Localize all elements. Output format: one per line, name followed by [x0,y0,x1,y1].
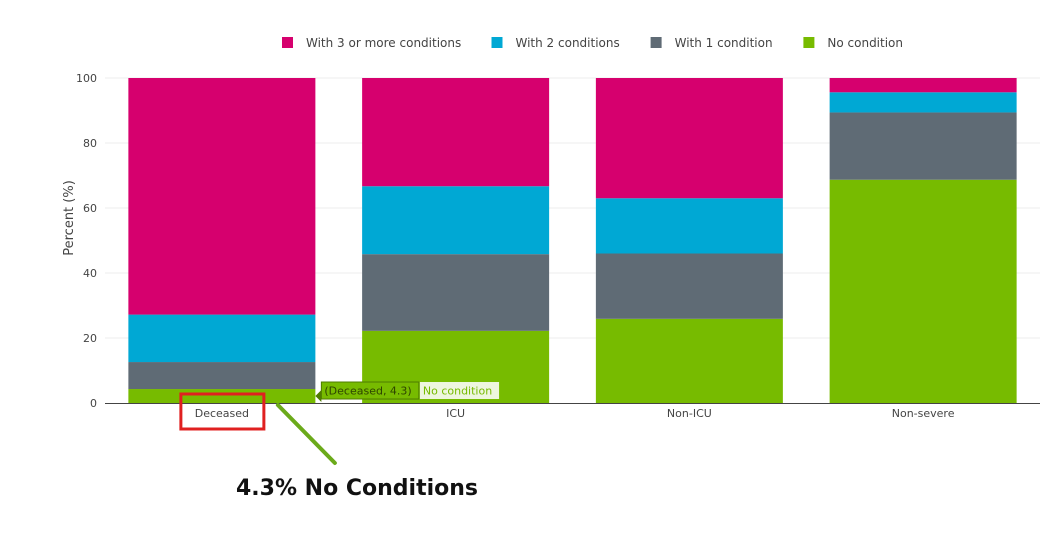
legend-item[interactable]: With 3 or more conditions [282,36,461,50]
bar-non-severe-no-condition[interactable] [829,179,1017,403]
y-tick-label: 40 [83,267,97,280]
x-tick-label: ICU [446,407,465,420]
tooltip-coords: (Deceased, 4.3) [324,385,411,398]
highlight-box [179,392,266,431]
legend-label: With 3 or more conditions [306,36,461,50]
arrow-line [275,403,337,465]
legend-label: No condition [827,36,903,50]
y-tick-label: 20 [83,332,97,345]
legend-item[interactable]: With 2 conditions [491,36,620,50]
tooltip-box [320,381,420,400]
bar-non-icu-with-2-conditions[interactable] [595,198,783,254]
bar-icu-with-3-or-more-conditions[interactable] [362,78,550,187]
axes: 0 20 40 60 80 100 Deceased ICU Non-ICU Non-severe [76,72,1040,420]
bar-deceased-with-2-conditions[interactable] [128,314,316,363]
y-tick-label: 60 [83,202,97,215]
bar-non-severe-with-2-conditions[interactable] [829,92,1017,113]
bar-icu-with-1-condition[interactable] [362,254,550,331]
bar-non-severe-with-1-condition[interactable] [829,112,1017,180]
legend-swatch [650,37,662,48]
bar-non-icu-with-1-condition[interactable] [595,253,783,319]
legend-swatch [803,37,815,48]
y-axis-label: Percent (%) [62,180,77,256]
bars [128,78,1017,403]
y-tick-label: 100 [76,72,97,85]
legend-item[interactable]: No condition [803,36,903,50]
legend-swatch [491,37,503,48]
x-tick-label: Deceased [195,407,249,420]
legend-label: With 1 condition [675,36,773,50]
bar-deceased-no-condition[interactable] [128,389,316,403]
bar-non-icu-no-condition[interactable] [595,318,783,403]
x-tick-label: Non-ICU [667,407,712,420]
legend-item[interactable]: With 1 condition [650,36,773,50]
y-tick-label: 80 [83,137,97,150]
tooltip-pointer [315,390,322,403]
tooltip-series-box [419,382,500,400]
bar-icu-with-2-conditions[interactable] [362,186,550,255]
bar-deceased-with-3-or-more-conditions[interactable] [128,78,316,315]
x-tick-label: Non-severe [892,407,955,420]
bar-non-severe-with-3-or-more-conditions[interactable] [829,78,1017,93]
legend-label: With 2 conditions [516,36,620,50]
annotation [179,392,337,465]
bar-deceased-with-1-condition[interactable] [128,362,316,390]
y-tick-label: 0 [90,397,97,410]
legend-swatch [282,37,293,48]
legend: With 3 or more conditions With 2 conditio… [282,36,903,50]
hover-tooltip: (Deceased, 4.3) No condition [315,381,500,403]
tooltip-series: No condition [423,385,492,398]
bar-non-icu-with-3-or-more-conditions[interactable] [595,78,783,199]
callout-text: 4.3% No Conditions [236,476,478,501]
